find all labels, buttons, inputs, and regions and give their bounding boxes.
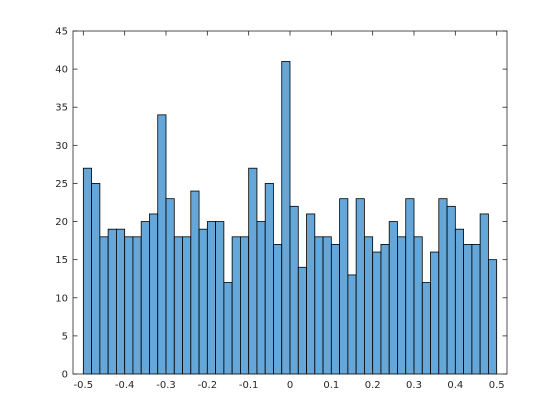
x-tick-label: 0: [287, 380, 293, 391]
y-axis-ticks: 0 5 10 15 20 25 30 35 40 45: [55, 27, 507, 381]
histogram-bar: [339, 198, 349, 375]
x-tick-label: -0.5: [74, 380, 94, 391]
histogram-bar: [173, 236, 183, 375]
histogram-bar: [487, 259, 498, 375]
x-tick-label: -0.4: [115, 380, 135, 391]
histogram-bar: [306, 213, 316, 375]
histogram-bar: [446, 205, 456, 375]
y-tick-label: 0: [62, 370, 68, 381]
histogram-bar: [256, 221, 266, 375]
histogram-bar: [206, 221, 216, 375]
x-tick-label: 0.5: [489, 380, 505, 391]
histogram-bar: [223, 282, 233, 375]
y-tick-label: 30: [55, 141, 68, 152]
histogram-bar: [273, 244, 283, 375]
histogram-bar: [239, 236, 250, 375]
histogram-bar: [132, 236, 142, 375]
x-tick-label: 0.2: [365, 380, 381, 391]
histogram-bar: [363, 236, 374, 375]
y-tick-label: 45: [55, 27, 68, 38]
x-tick-label: 0.3: [406, 380, 422, 391]
histogram-bar: [355, 198, 365, 375]
histogram-bar: [107, 228, 117, 375]
histogram-bar: [322, 236, 332, 375]
histogram-bar: [264, 183, 274, 375]
histogram-bar: [157, 114, 167, 375]
histogram-bar: [372, 251, 382, 375]
histogram-bar: [289, 205, 299, 375]
histogram-bar: [454, 228, 465, 375]
y-tick-label: 25: [55, 179, 68, 190]
bars-group: [82, 61, 498, 375]
x-tick-label: 0.1: [323, 380, 339, 391]
histogram-bar: [140, 221, 150, 375]
histogram-bar: [421, 282, 431, 375]
histogram-bar: [165, 198, 175, 375]
histogram-bar: [297, 266, 307, 375]
y-tick-label: 20: [55, 217, 68, 228]
histogram-bar: [471, 244, 481, 375]
histogram-bar: [215, 221, 225, 375]
histogram-bar: [405, 198, 415, 375]
histogram-bar: [413, 236, 423, 375]
histogram-bar: [149, 213, 159, 375]
histogram-bar: [347, 274, 357, 375]
histogram-bar: [388, 221, 398, 375]
y-tick-label: 5: [62, 331, 68, 342]
x-axis-ticks: -0.5 -0.4 -0.3 -0.2 -0.1 0 0.1 0.2 0.3 0.4 0.5: [74, 31, 505, 391]
histogram-bar: [182, 236, 192, 375]
histogram-bar: [190, 190, 200, 375]
histogram-bar: [463, 244, 473, 375]
histogram-bar: [116, 228, 126, 375]
y-tick-label: 40: [55, 65, 68, 76]
histogram-bar: [479, 213, 489, 375]
x-tick-label: -0.2: [198, 380, 218, 391]
histogram-bar: [430, 251, 440, 375]
histogram-bar: [397, 236, 407, 375]
histogram-bar: [91, 183, 101, 375]
histogram-bar: [231, 236, 241, 375]
histogram-bar: [124, 236, 134, 375]
y-tick-label: 10: [55, 293, 68, 304]
histogram-bar: [281, 61, 291, 375]
histogram-bar: [380, 244, 390, 375]
histogram-bar: [248, 167, 258, 375]
histogram-bar: [198, 228, 208, 375]
histogram-bar: [82, 167, 93, 375]
histogram-bar: [99, 236, 109, 375]
x-tick-label: -0.3: [156, 380, 176, 391]
x-tick-label: -0.1: [239, 380, 259, 391]
y-tick-label: 35: [55, 103, 68, 114]
histogram-bar: [314, 236, 324, 375]
y-tick-label: 15: [55, 255, 68, 266]
histogram-bar: [330, 244, 341, 375]
x-tick-label: 0.4: [447, 380, 463, 391]
histogram-bar: [438, 198, 448, 375]
